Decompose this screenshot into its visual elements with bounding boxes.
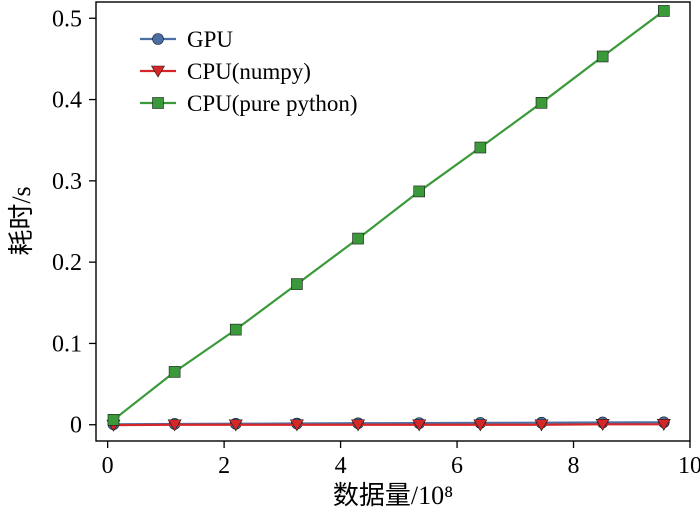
data-point: [534, 419, 549, 432]
legend-label: CPU(numpy): [187, 59, 311, 84]
series-cpu-numpy: [106, 419, 671, 432]
legend-item: GPU: [140, 27, 233, 52]
data-point: [351, 419, 366, 432]
data-point: [352, 232, 364, 245]
legend-swatch-marker: [150, 65, 166, 78]
series-line: [112, 10, 665, 421]
data-point: [473, 419, 488, 432]
data-point: [167, 419, 182, 432]
x-tick-label: 4: [335, 453, 347, 479]
series-line: [113, 423, 664, 427]
y-tick-label: 0.2: [52, 250, 82, 276]
data-point: [413, 185, 426, 198]
legend-swatch-marker: [152, 33, 164, 45]
data-point: [595, 419, 610, 431]
x-tick-label: 0: [102, 453, 114, 479]
legend-item: CPU(numpy): [140, 59, 311, 84]
y-axis-label: 耗时/s: [7, 186, 36, 255]
data-point: [474, 141, 487, 154]
data-point: [168, 366, 181, 378]
x-tick-label: 8: [568, 453, 580, 479]
legend-label: CPU(pure python): [187, 91, 358, 116]
data-point: [229, 323, 242, 336]
y-axis-ticks: 0 0.1 0.2 0.3 0.4 0.5: [52, 6, 96, 439]
data-point: [107, 414, 120, 426]
x-tick-label: 10: [678, 453, 700, 479]
x-axis-ticks: 0 2 4 6 8 10: [102, 441, 700, 479]
y-tick-label: 0: [70, 413, 82, 439]
data-point: [656, 419, 671, 431]
data-point: [291, 278, 303, 290]
legend: GPU CPU(numpy) CPU(pure python): [140, 27, 358, 116]
legend-swatch-marker: [152, 97, 164, 109]
x-axis-label: 数据量/10⁸: [333, 481, 453, 510]
y-tick-label: 0.3: [52, 169, 82, 195]
x-tick-label: 6: [451, 453, 463, 479]
data-point: [228, 419, 243, 432]
y-tick-label: 0.1: [52, 331, 82, 357]
legend-item: CPU(pure python): [140, 91, 358, 116]
x-tick-label: 2: [218, 453, 230, 479]
data-point: [657, 5, 670, 17]
legend-label: GPU: [187, 27, 233, 52]
data-point: [412, 419, 427, 432]
data-point: [596, 50, 609, 63]
series-layer: [106, 5, 671, 432]
series-cpu-pure-python: [107, 5, 670, 426]
data-point: [289, 419, 304, 432]
y-tick-label: 0.4: [52, 88, 82, 114]
y-tick-label: 0.5: [52, 6, 82, 32]
plot-frame: [95, 1, 691, 442]
data-point: [535, 97, 548, 109]
series-gpu: [107, 416, 670, 431]
